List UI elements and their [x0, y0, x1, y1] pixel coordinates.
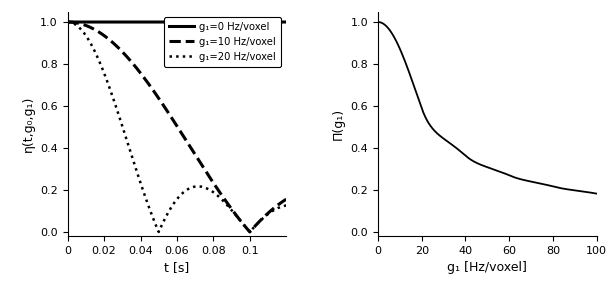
- g₁=20 Hz/voxel: [195, 185, 202, 188]
- g₁=20 Hz/voxel: [227, 207, 234, 211]
- g₁=0 Hz/voxel: [148, 20, 155, 24]
- g₁=0 Hz/voxel: [282, 20, 290, 24]
- g₁=10 Hz/voxel: [206, 176, 213, 179]
- g₁=0 Hz/voxel: [104, 20, 111, 24]
- Line: g₁=10 Hz/voxel: g₁=10 Hz/voxel: [68, 22, 286, 232]
- g₁=10 Hz/voxel: [104, 36, 111, 40]
- Line: g₁=20 Hz/voxel: g₁=20 Hz/voxel: [68, 22, 286, 232]
- g₁=20 Hz/voxel: [64, 20, 71, 24]
- g₁=10 Hz/voxel: [148, 86, 155, 89]
- g₁=0 Hz/voxel: [64, 20, 71, 24]
- g₁=10 Hz/voxel: [64, 20, 71, 24]
- g₁=20 Hz/voxel: [206, 188, 213, 192]
- X-axis label: t [s]: t [s]: [164, 262, 189, 274]
- g₁=10 Hz/voxel: [227, 206, 234, 210]
- g₁=20 Hz/voxel: [282, 204, 290, 207]
- g₁=20 Hz/voxel: [148, 211, 155, 215]
- g₁=20 Hz/voxel: [244, 228, 251, 231]
- g₁=0 Hz/voxel: [206, 20, 213, 24]
- g₁=10 Hz/voxel: [195, 159, 202, 162]
- g₁=0 Hz/voxel: [227, 20, 234, 24]
- g₁=20 Hz/voxel: [104, 80, 111, 84]
- Y-axis label: Π(g₁): Π(g₁): [332, 108, 345, 140]
- g₁=20 Hz/voxel: [246, 230, 253, 234]
- g₁=10 Hz/voxel: [246, 230, 253, 234]
- Legend: g₁=0 Hz/voxel, g₁=10 Hz/voxel, g₁=20 Hz/voxel: g₁=0 Hz/voxel, g₁=10 Hz/voxel, g₁=20 Hz/…: [164, 16, 281, 67]
- X-axis label: g₁ [Hz/voxel]: g₁ [Hz/voxel]: [447, 262, 527, 274]
- g₁=0 Hz/voxel: [244, 20, 251, 24]
- g₁=10 Hz/voxel: [282, 198, 290, 201]
- g₁=10 Hz/voxel: [244, 228, 251, 231]
- Y-axis label: η(t,g₀,g₁): η(t,g₀,g₁): [22, 96, 34, 152]
- g₁=0 Hz/voxel: [195, 20, 202, 24]
